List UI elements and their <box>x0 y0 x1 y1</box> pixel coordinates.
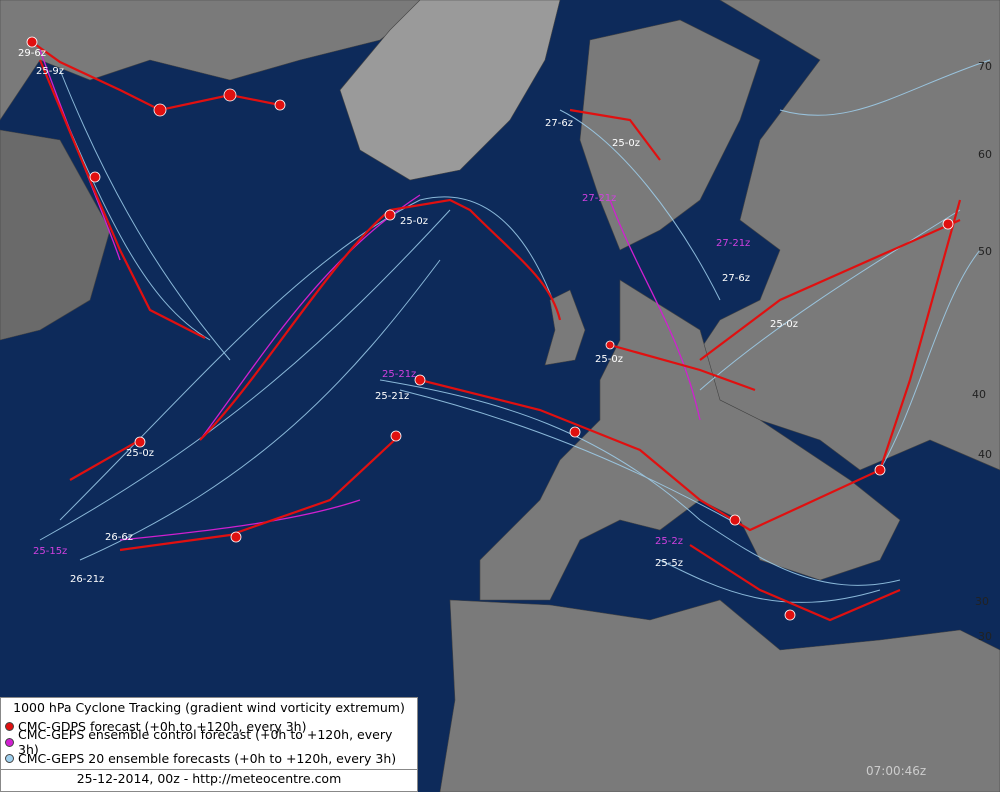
track-label: 25-0z <box>612 138 640 149</box>
latitude-label: 40 <box>972 388 986 401</box>
gdps-tracks <box>31 41 962 622</box>
track-label: 29-6z <box>18 48 46 59</box>
legend-text: CMC-GDPS forecast (+0h to +120h, every 3… <box>18 718 307 734</box>
legend-title: 1000 hPa Cyclone Tracking (gradient wind… <box>13 700 405 715</box>
legend-item: CMC-GEPS ensemble control forecast (+0h … <box>1 727 417 757</box>
legend-text: CMC-GEPS 20 ensemble forecasts (+0h to +… <box>18 750 397 766</box>
track-label: 25-21z <box>375 391 409 402</box>
track-label: 25-5z <box>655 558 683 569</box>
legend: 1000 hPa Cyclone Tracking (gradient wind… <box>0 697 418 792</box>
latitude-label: 40 <box>978 448 992 461</box>
track-label: 25-0z <box>400 216 428 227</box>
track-label: 26-21z <box>70 574 104 585</box>
track-label: 25-2z <box>655 536 683 547</box>
legend-item: CMC-GDPS forecast (+0h to +120h, every 3… <box>1 718 417 734</box>
track-label: 25-0z <box>126 448 154 459</box>
track-label: 27-21z <box>582 193 616 204</box>
timestamp: 07:00:46z <box>866 764 927 778</box>
track-label: 25-0z <box>595 354 623 365</box>
latitude-label: 60 <box>978 148 992 161</box>
track-label: 26-6z <box>105 532 133 543</box>
gdps-points <box>26 36 954 621</box>
track-label: 27-6z <box>722 273 750 284</box>
ensemble-tracks <box>39 59 991 603</box>
legend-item: CMC-GEPS 20 ensemble forecasts (+0h to +… <box>1 750 417 766</box>
track-label: 25-0z <box>770 319 798 330</box>
track-label: 25-9z <box>36 66 64 77</box>
latitude-label: 70 <box>978 60 992 73</box>
legend-text: CMC-GEPS ensemble control forecast (+0h … <box>18 727 393 757</box>
track-label: 25-15z <box>33 546 67 557</box>
latitude-label: 30 <box>978 630 992 643</box>
latitude-label: 50 <box>978 245 992 258</box>
track-label: 25-21z <box>382 369 416 380</box>
latitude-label: 30 <box>975 595 989 608</box>
track-label: 27-21z <box>716 238 750 249</box>
legend-footer: 25-12-2014, 00z - http://meteocentre.com <box>1 769 417 786</box>
track-label: 27-6z <box>545 118 573 129</box>
